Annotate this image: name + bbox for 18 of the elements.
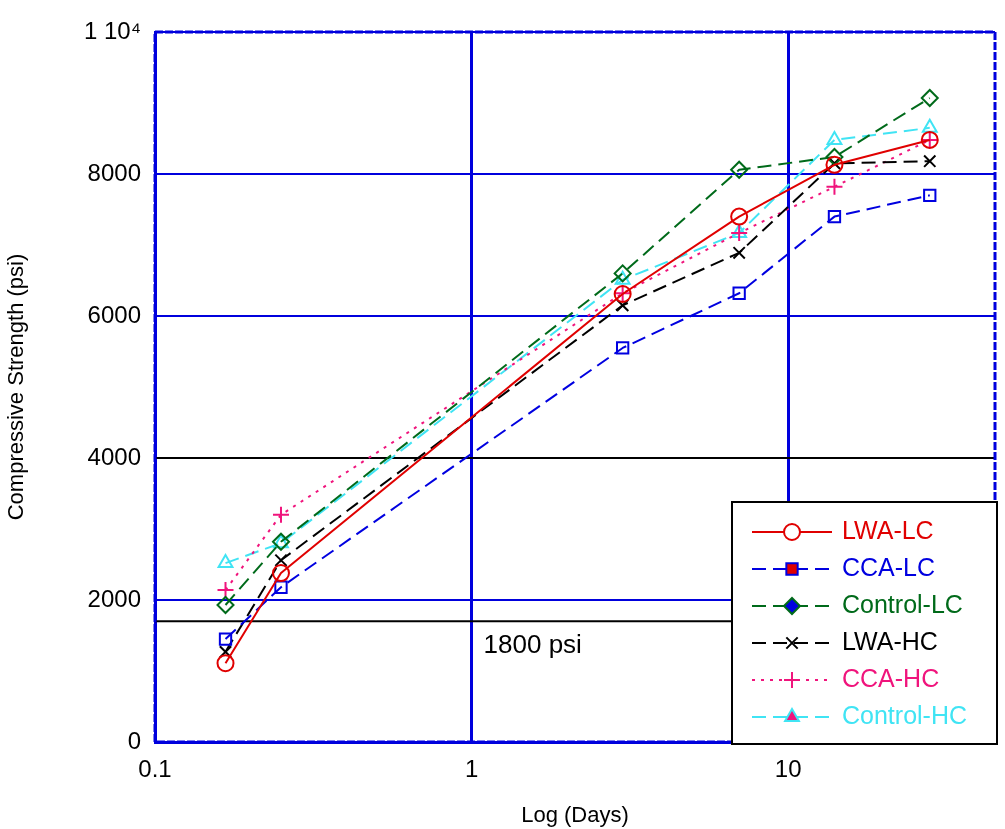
y-tick-label: 1 10⁴ — [83, 16, 141, 44]
y-tick-label: 6000 — [87, 300, 141, 328]
legend-label: Control-LC — [842, 589, 963, 618]
legend-label: Control-HC — [842, 700, 968, 729]
y-tick-label: 2000 — [87, 584, 141, 612]
x-tick-label: 0.1 — [138, 755, 172, 783]
y-axis-title: Compressive Strength (psi) — [3, 253, 29, 521]
y-tick-label: 4000 — [87, 442, 141, 470]
legend-label: LWA-HC — [842, 626, 938, 655]
legend-label: CCA-HC — [842, 663, 940, 692]
legend-label: CCA-LC — [842, 552, 936, 581]
x-tick-label: 1 — [464, 755, 479, 783]
legend-label: LWA-LC — [842, 515, 934, 544]
ref-line-label: 1800 psi — [483, 629, 582, 660]
y-tick-label: 8000 — [87, 158, 141, 186]
x-tick-label: 10 — [774, 755, 802, 783]
y-tick-label: 0 — [127, 726, 141, 754]
x-axis-title: Log (Days) — [521, 801, 629, 827]
